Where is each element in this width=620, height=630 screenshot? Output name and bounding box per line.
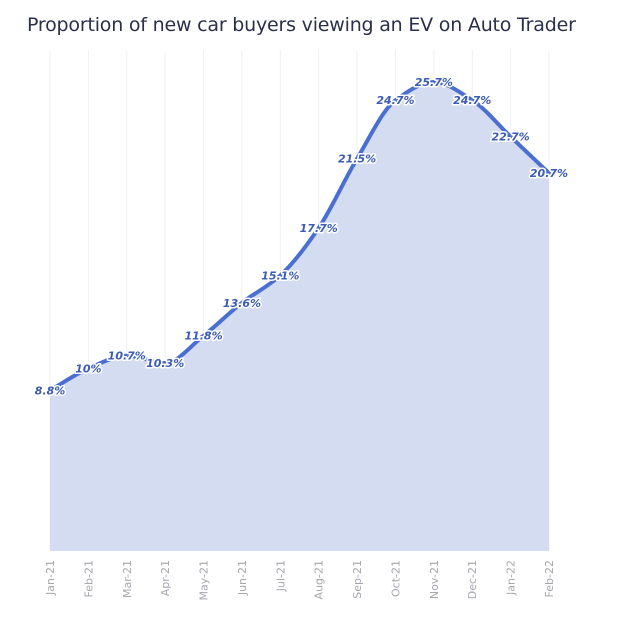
x-tick-label-Apr-21: Apr-21 xyxy=(159,560,172,596)
data-label-Apr-21: 10.3% xyxy=(146,357,184,370)
data-label-Oct-21: 24.7% xyxy=(376,94,414,107)
x-tick-label-Jan-22: Jan-22 xyxy=(505,560,518,596)
data-label-Jun-21: 13.6% xyxy=(223,297,261,310)
data-label-Jan-22: 22.7% xyxy=(492,131,530,144)
x-tick-label-Dec-21: Dec-21 xyxy=(466,560,479,599)
area-fill xyxy=(50,81,549,551)
data-label-Mar-21: 10.7% xyxy=(108,350,146,363)
x-tick-label-Feb-22: Feb-22 xyxy=(543,560,556,597)
x-tick-label-May-21: May-21 xyxy=(198,560,211,601)
x-tick-label-Sep-21: Sep-21 xyxy=(351,560,364,599)
x-tick-label-Feb-21: Feb-21 xyxy=(82,560,95,597)
data-label-Sep-21: 21.5% xyxy=(338,153,376,166)
data-label-Nov-21: 25.7% xyxy=(415,76,453,89)
data-label-May-21: 11.8% xyxy=(184,330,222,343)
chart-title: Proportion of new car buyers viewing an … xyxy=(27,14,576,36)
x-tick-label-Aug-21: Aug-21 xyxy=(313,560,326,599)
data-labels: 8.8% 10% 10.7%10.3% 11.8% 13.6% 15.1% 17.7% 21.… xyxy=(33,74,569,398)
x-tick-label-Nov-21: Nov-21 xyxy=(428,560,441,599)
x-tick-label-Jun-21: Jun-21 xyxy=(236,560,249,596)
x-tick-label-Jul-21: Jul-21 xyxy=(274,560,287,592)
data-label-Feb-21: 10% xyxy=(75,363,101,376)
data-label-Aug-21: 17.7% xyxy=(300,222,338,235)
data-label-Jan-21: 8.8% xyxy=(35,384,66,397)
x-tick-label-Oct-21: Oct-21 xyxy=(389,560,402,597)
data-label-Dec-21: 24.7% xyxy=(453,94,491,107)
series-line xyxy=(48,79,551,393)
data-label-Feb-22: 20.7% xyxy=(530,167,568,180)
x-tick-label-Mar-21: Mar-21 xyxy=(121,560,134,598)
x-tick-label-Jan-21: Jan-21 xyxy=(44,560,57,596)
data-label-Jul-21: 15.1% xyxy=(261,269,299,282)
x-axis-ticks: Jan-21 Feb-21 Mar-21 Apr-21 May-21 Jun-21 Jul-… xyxy=(44,560,556,601)
